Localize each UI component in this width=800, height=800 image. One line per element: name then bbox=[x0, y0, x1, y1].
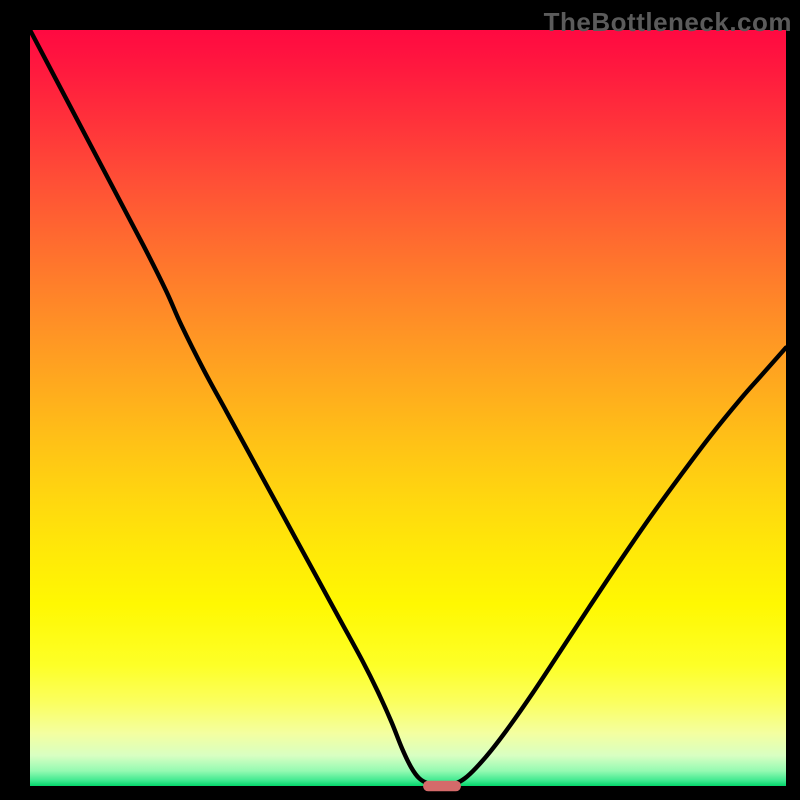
chart-frame: TheBottleneck.com bbox=[0, 0, 800, 800]
bottleneck-chart bbox=[0, 0, 800, 800]
watermark-text: TheBottleneck.com bbox=[544, 7, 792, 38]
